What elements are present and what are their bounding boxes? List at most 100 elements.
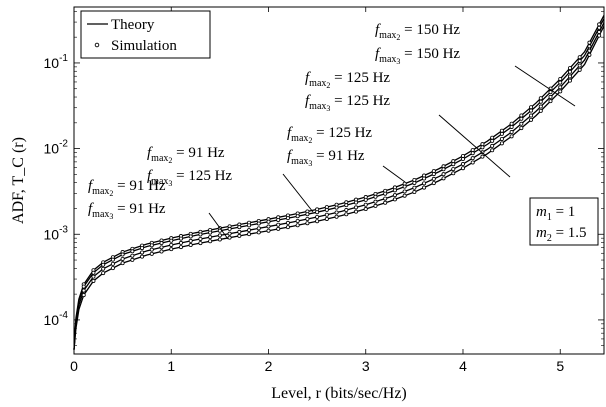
simulation-marker [373, 199, 378, 204]
y-tick-label-exponent: -4 [59, 310, 68, 321]
ann-f: f [147, 145, 153, 161]
ann-f: f [375, 46, 381, 62]
simulation-marker [499, 136, 504, 141]
annotation-line2: fmax3 = 125 Hz [305, 93, 390, 113]
simulation-marker [120, 256, 125, 261]
param-2: m2 = 1.5 [536, 225, 587, 244]
simulation-marker [101, 271, 106, 276]
ann-f: f [305, 70, 311, 86]
ann-value: = 91 Hz [312, 148, 365, 164]
simulation-marker [198, 236, 203, 241]
simulation-marker [587, 48, 592, 53]
simulation-marker [149, 243, 154, 248]
x-tick-label: 4 [459, 358, 467, 374]
simulation-marker [110, 266, 115, 271]
simulation-marker [597, 25, 602, 30]
simulation-marker [577, 55, 582, 60]
params-frame [529, 197, 599, 246]
simulation-marker [548, 99, 553, 104]
legend-frame [80, 10, 211, 59]
param-value: = 1.5 [552, 225, 587, 241]
simulation-marker [130, 249, 135, 254]
simulation-marker [597, 30, 602, 35]
simulation-marker [529, 108, 534, 113]
simulation-marker [247, 232, 252, 237]
simulation-marker [324, 207, 329, 212]
ann-max: max [379, 30, 396, 41]
ann-max: max [379, 54, 396, 65]
simulation-marker [208, 230, 213, 235]
ann-f: f [305, 93, 311, 109]
simulation-marker [110, 257, 115, 262]
simulation-marker [334, 210, 339, 215]
simulation-marker [305, 212, 310, 217]
simulation-marker [558, 80, 563, 85]
simulation-marker [519, 126, 524, 131]
simulation-marker [538, 104, 543, 109]
y-tick-label-base: 10 [44, 55, 60, 71]
simulation-marker [441, 167, 446, 172]
legend-marker-icon [94, 42, 100, 48]
annotation-line1: fmax2 = 125 Hz [287, 125, 372, 145]
annotation-line1: fmax2 = 125 Hz [305, 70, 390, 90]
simulation-marker [295, 219, 300, 224]
simulation-marker [208, 239, 213, 244]
x-axis-label: Level, r (bits/sec/Hz) [271, 385, 407, 402]
simulation-marker [227, 226, 232, 231]
simulation-marker [597, 22, 602, 27]
simulation-marker [247, 223, 252, 228]
simulation-marker [460, 162, 465, 167]
y-tick-label-base: 10 [44, 141, 60, 157]
simulation-marker [363, 202, 368, 207]
x-tick-label: 1 [167, 358, 175, 374]
simulation-marker [392, 193, 397, 198]
simulation-marker [344, 203, 349, 208]
simulation-marker [529, 113, 534, 118]
simulation-marker [334, 205, 339, 210]
simulation-marker [354, 205, 359, 210]
simulation-marker [91, 274, 96, 279]
simulation-marker [81, 288, 86, 293]
simulation-marker [217, 237, 222, 242]
legend: Theory Simulation [80, 10, 211, 59]
simulation-marker [422, 181, 427, 186]
simulation-marker [266, 219, 271, 224]
ann-subscript: 3 [308, 159, 312, 168]
simulation-marker [188, 243, 193, 248]
simulation-marker [344, 212, 349, 217]
simulation-marker [558, 76, 563, 81]
simulation-marker [431, 181, 436, 186]
simulation-marker [140, 250, 145, 255]
simulation-marker [285, 216, 290, 221]
ann-max: max [291, 156, 308, 167]
annotation-line1: fmax2 = 91 Hz [88, 178, 166, 198]
simulation-marker [480, 154, 485, 159]
simulation-marker [363, 197, 368, 202]
simulation-marker [354, 209, 359, 214]
simulation-marker [451, 167, 456, 172]
simulation-marker [178, 240, 183, 245]
simulation-marker [470, 151, 475, 156]
simulation-marker [509, 134, 514, 139]
simulation-marker [412, 185, 417, 190]
ann-value: = 150 Hz [400, 46, 460, 62]
simulation-marker [266, 224, 271, 229]
simulation-marker [101, 262, 106, 267]
param-1: m1 = 1 [536, 204, 575, 223]
simulation-marker [441, 172, 446, 177]
annotation-pointer [282, 173, 314, 213]
simulation-marker [276, 222, 281, 227]
y-tick-label-base: 10 [44, 226, 60, 242]
annotation-pointer [208, 212, 229, 240]
simulation-marker [247, 228, 252, 233]
simulation-marker [383, 196, 388, 201]
ann-f: f [375, 22, 381, 38]
simulation-marker [480, 145, 485, 150]
simulation-marker [577, 67, 582, 72]
simulation-marker [490, 143, 495, 148]
y-tick-label: 10-4 [44, 310, 69, 328]
